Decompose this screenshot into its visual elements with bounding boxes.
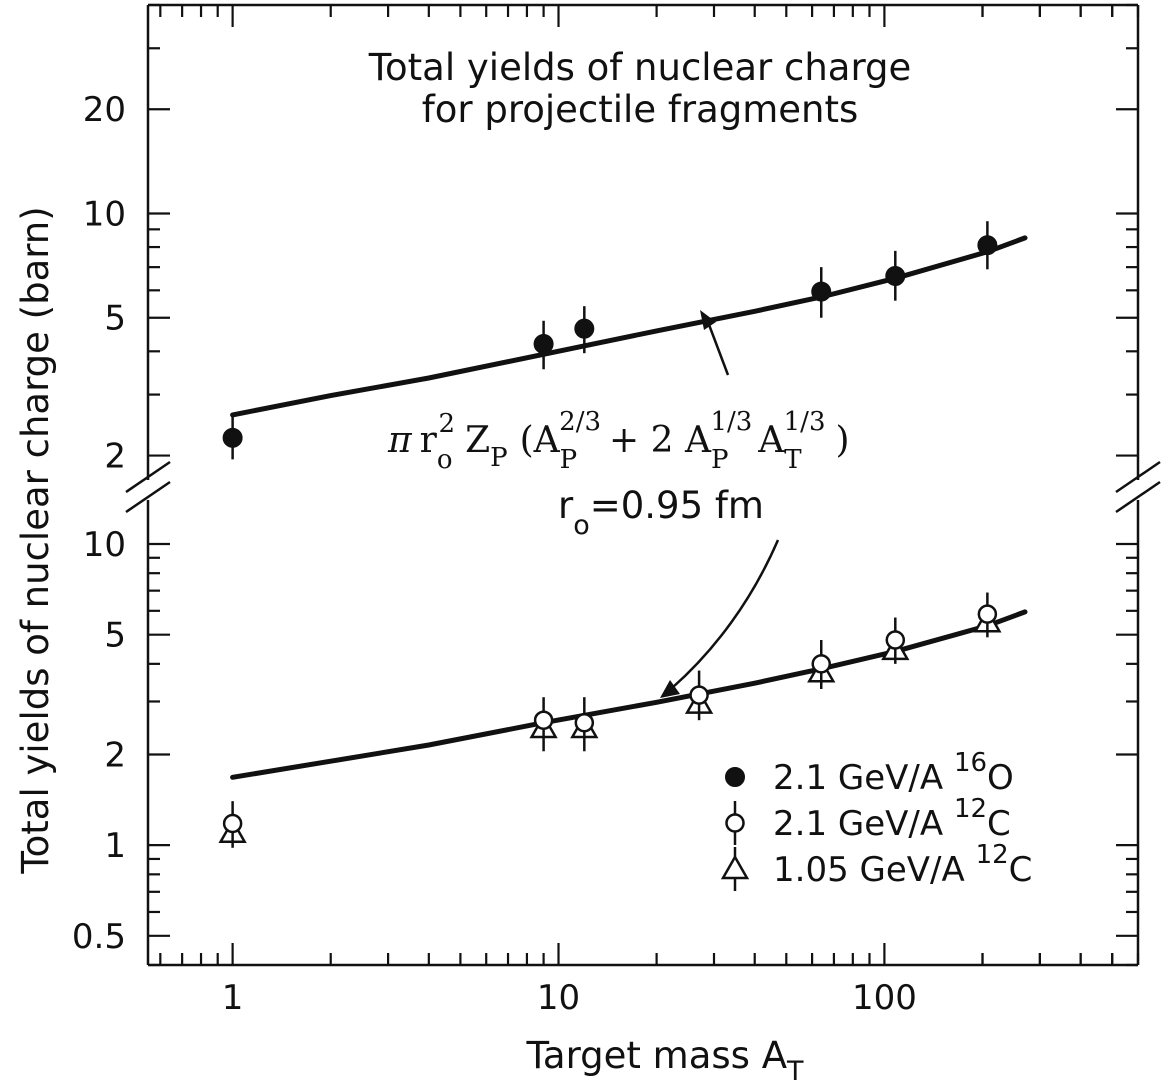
data-point <box>533 333 554 354</box>
legend-entry-text: 2.1 GeV/A 16O <box>773 748 1014 798</box>
data-point <box>811 281 832 302</box>
upper-y-tick-label: 5 <box>104 299 126 339</box>
axis-break-left-2 <box>125 480 171 514</box>
data-point <box>533 710 554 730</box>
upper-y-tick-label: 20 <box>83 90 126 130</box>
data-point <box>574 712 595 733</box>
lower-curve-arrow <box>660 539 780 698</box>
x-tick-label: 1 <box>222 978 244 1018</box>
legend-marker <box>720 854 750 880</box>
data-points <box>218 221 1002 848</box>
upper-curve-arrow <box>700 310 730 376</box>
plot-frame <box>125 3 1161 967</box>
chart-title-line-1: Total yields of nuclear charge <box>368 46 912 89</box>
x-axis-label-main: Target mass A <box>525 1034 787 1077</box>
axis-break-right-2 <box>1115 480 1161 514</box>
legend-entry-text: 1.05 GeV/A 12C <box>773 840 1032 890</box>
x-axis-label-sub: T <box>786 1056 804 1085</box>
data-point <box>222 427 243 448</box>
legend-entry-text: 2.1 GeV/A 12C <box>773 794 1011 844</box>
formula-pi: π <box>387 420 413 461</box>
data-point <box>977 604 998 624</box>
upper-y-tick-label: 2 <box>104 437 126 477</box>
data-point <box>222 813 243 834</box>
data-point <box>977 235 998 256</box>
x-tick-label: 100 <box>852 978 917 1018</box>
x-tick-label: 10 <box>537 978 580 1018</box>
upper-fit-curve <box>230 235 1028 418</box>
upper-y-tick-label: 10 <box>83 194 126 234</box>
data-point <box>885 630 906 650</box>
data-point <box>689 685 709 705</box>
upper-series-filled-circle <box>222 221 998 460</box>
legend-marker <box>725 813 745 833</box>
y-axis-label: Total yields of nuclear charge (barn) <box>14 206 57 874</box>
x-axis-label: Target mass AT <box>525 1034 804 1085</box>
axis-break-left-1 <box>125 460 171 494</box>
lower-fit-curve <box>230 609 1028 780</box>
lower-series-open-circle <box>222 592 998 848</box>
axis-break-right-1 <box>1115 460 1161 494</box>
data-point <box>885 265 906 286</box>
chart-title-line-2: for projectile fragments <box>422 88 859 131</box>
axis-ticks: 1 10 100 2 5 10 20 0.5 1 2 5 10 <box>72 3 1140 1018</box>
legend-marker <box>725 767 745 787</box>
lower-y-tick-label: 2 <box>104 736 126 776</box>
formula-annotation: π ro2 ZP (AP2/3 + 2 AP1/3 AT1/3) <box>387 407 850 475</box>
r0-annotation: ro=0.95 fm <box>558 484 764 541</box>
data-point <box>811 654 831 674</box>
lower-y-tick-label: 0.5 <box>72 917 126 957</box>
data-point <box>574 318 595 339</box>
lower-y-tick-label: 1 <box>104 826 126 866</box>
lower-y-tick-label: 10 <box>83 525 126 565</box>
lower-y-tick-label: 5 <box>104 616 126 656</box>
